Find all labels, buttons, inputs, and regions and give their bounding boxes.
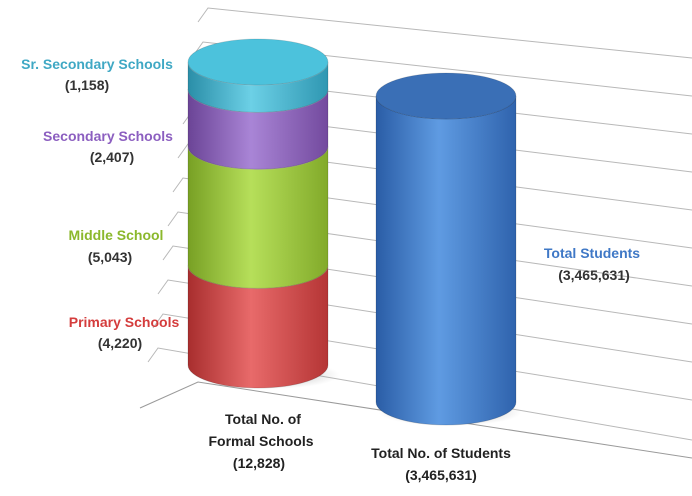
category-schools-line3: (12,828): [233, 455, 285, 471]
category-students-line2: (3,465,631): [405, 467, 477, 483]
students-cylinder-top: [376, 73, 516, 119]
label-sr-secondary: Sr. Secondary Schools: [21, 56, 173, 72]
category-students-line1: Total No. of Students: [371, 445, 511, 461]
value-primary: (4,220): [98, 335, 142, 351]
value-middle: (5,043): [88, 249, 132, 265]
category-schools-line1: Total No. of: [225, 411, 301, 427]
value-total-students: (3,465,631): [558, 267, 630, 283]
value-sr-secondary: (1,158): [65, 77, 109, 93]
label-secondary: Secondary Schools: [43, 128, 173, 144]
value-secondary: (2,407): [90, 149, 134, 165]
schools-cylinder-top: [188, 39, 328, 85]
category-schools-line2: Formal Schools: [208, 433, 313, 449]
label-primary: Primary Schools: [69, 314, 180, 330]
label-middle: Middle School: [69, 227, 164, 243]
students-cylinder: [376, 73, 516, 425]
students-labels: Total Students (3,465,631): [544, 245, 640, 283]
series-labels: Sr. Secondary Schools (1,158) Secondary …: [21, 56, 179, 351]
schools-cylinder: [188, 39, 328, 388]
students-bar: [376, 96, 516, 425]
label-total-students: Total Students: [544, 245, 640, 261]
